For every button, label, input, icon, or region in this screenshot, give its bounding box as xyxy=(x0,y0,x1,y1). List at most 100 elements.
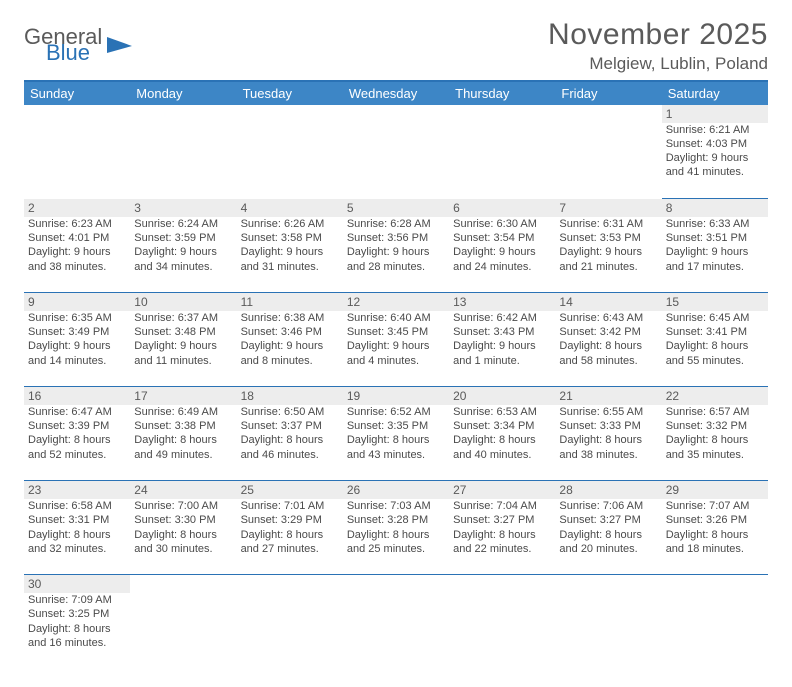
sunset-text: Sunset: 3:45 PM xyxy=(347,325,445,339)
sunrise-text: Sunrise: 6:33 AM xyxy=(666,217,764,231)
daylight-text-1: Daylight: 9 hours xyxy=(134,245,232,259)
day-number: 18 xyxy=(237,387,343,405)
day-number: 3 xyxy=(130,199,236,217)
daylight-text-1: Daylight: 9 hours xyxy=(28,339,126,353)
week-row: Sunrise: 6:23 AMSunset: 4:01 PMDaylight:… xyxy=(24,217,768,293)
daylight-text-1: Daylight: 8 hours xyxy=(134,528,232,542)
sunrise-text: Sunrise: 7:09 AM xyxy=(28,593,126,607)
day-number: 14 xyxy=(555,293,661,311)
daylight-text-1: Daylight: 8 hours xyxy=(347,433,445,447)
daylight-text-2: and 43 minutes. xyxy=(347,448,445,462)
logo-text-blue: Blue xyxy=(46,42,102,64)
day-cell: Sunrise: 6:40 AMSunset: 3:45 PMDaylight:… xyxy=(343,311,449,387)
daylight-text-1: Daylight: 9 hours xyxy=(453,339,551,353)
header: General Blue November 2025 Melgiew, Lubl… xyxy=(24,18,768,74)
sunrise-text: Sunrise: 6:35 AM xyxy=(28,311,126,325)
sunrise-text: Sunrise: 6:38 AM xyxy=(241,311,339,325)
empty-daynum xyxy=(555,575,661,593)
week-row: Sunrise: 6:21 AMSunset: 4:03 PMDaylight:… xyxy=(24,123,768,199)
day-cell: Sunrise: 6:43 AMSunset: 3:42 PMDaylight:… xyxy=(555,311,661,387)
daylight-text-2: and 17 minutes. xyxy=(666,260,764,274)
sunrise-text: Sunrise: 6:42 AM xyxy=(453,311,551,325)
sunset-text: Sunset: 3:49 PM xyxy=(28,325,126,339)
sunset-text: Sunset: 3:54 PM xyxy=(453,231,551,245)
day-number: 7 xyxy=(555,199,661,217)
daylight-text-2: and 11 minutes. xyxy=(134,354,232,368)
sunrise-text: Sunrise: 6:43 AM xyxy=(559,311,657,325)
col-sunday: Sunday xyxy=(24,81,130,105)
daylight-text-2: and 25 minutes. xyxy=(347,542,445,556)
daylight-text-2: and 32 minutes. xyxy=(28,542,126,556)
sunset-text: Sunset: 3:33 PM xyxy=(559,419,657,433)
daylight-text-1: Daylight: 8 hours xyxy=(559,528,657,542)
day-cell: Sunrise: 6:38 AMSunset: 3:46 PMDaylight:… xyxy=(237,311,343,387)
sunset-text: Sunset: 3:37 PM xyxy=(241,419,339,433)
logo: General Blue xyxy=(24,26,134,64)
empty-cell xyxy=(662,593,768,669)
sunset-text: Sunset: 3:34 PM xyxy=(453,419,551,433)
day-number: 26 xyxy=(343,481,449,499)
daylight-text-2: and 52 minutes. xyxy=(28,448,126,462)
day-number: 19 xyxy=(343,387,449,405)
day-cell: Sunrise: 7:03 AMSunset: 3:28 PMDaylight:… xyxy=(343,499,449,575)
sunrise-text: Sunrise: 7:01 AM xyxy=(241,499,339,513)
empty-cell xyxy=(449,123,555,199)
sunset-text: Sunset: 3:43 PM xyxy=(453,325,551,339)
location-label: Melgiew, Lublin, Poland xyxy=(548,54,768,74)
daylight-text-2: and 24 minutes. xyxy=(453,260,551,274)
daylight-text-1: Daylight: 9 hours xyxy=(241,339,339,353)
daylight-text-2: and 16 minutes. xyxy=(28,636,126,650)
day-cell: Sunrise: 6:24 AMSunset: 3:59 PMDaylight:… xyxy=(130,217,236,293)
sunset-text: Sunset: 3:48 PM xyxy=(134,325,232,339)
sunset-text: Sunset: 3:59 PM xyxy=(134,231,232,245)
day-number: 25 xyxy=(237,481,343,499)
daylight-text-1: Daylight: 8 hours xyxy=(453,433,551,447)
sunset-text: Sunset: 3:53 PM xyxy=(559,231,657,245)
sunrise-text: Sunrise: 7:00 AM xyxy=(134,499,232,513)
day-cell: Sunrise: 6:28 AMSunset: 3:56 PMDaylight:… xyxy=(343,217,449,293)
daylight-text-1: Daylight: 8 hours xyxy=(241,528,339,542)
day-number: 10 xyxy=(130,293,236,311)
sunrise-text: Sunrise: 7:07 AM xyxy=(666,499,764,513)
day-number: 24 xyxy=(130,481,236,499)
empty-daynum xyxy=(130,105,236,123)
day-cell: Sunrise: 6:49 AMSunset: 3:38 PMDaylight:… xyxy=(130,405,236,481)
day-cell: Sunrise: 7:06 AMSunset: 3:27 PMDaylight:… xyxy=(555,499,661,575)
empty-daynum xyxy=(237,105,343,123)
day-cell: Sunrise: 6:47 AMSunset: 3:39 PMDaylight:… xyxy=(24,405,130,481)
daylight-text-2: and 55 minutes. xyxy=(666,354,764,368)
week-number-row: 30 xyxy=(24,575,768,593)
empty-cell xyxy=(24,123,130,199)
sunrise-text: Sunrise: 6:58 AM xyxy=(28,499,126,513)
daylight-text-1: Daylight: 8 hours xyxy=(453,528,551,542)
daylight-text-2: and 4 minutes. xyxy=(347,354,445,368)
sunset-text: Sunset: 4:03 PM xyxy=(666,137,764,151)
daylight-text-2: and 21 minutes. xyxy=(559,260,657,274)
daylight-text-2: and 58 minutes. xyxy=(559,354,657,368)
sunset-text: Sunset: 3:39 PM xyxy=(28,419,126,433)
day-cell: Sunrise: 6:50 AMSunset: 3:37 PMDaylight:… xyxy=(237,405,343,481)
daylight-text-1: Daylight: 9 hours xyxy=(28,245,126,259)
empty-cell xyxy=(555,123,661,199)
empty-cell xyxy=(130,123,236,199)
day-number: 22 xyxy=(662,387,768,405)
day-cell: Sunrise: 7:07 AMSunset: 3:26 PMDaylight:… xyxy=(662,499,768,575)
week-number-row: 16171819202122 xyxy=(24,387,768,405)
day-number: 21 xyxy=(555,387,661,405)
daylight-text-2: and 49 minutes. xyxy=(134,448,232,462)
day-number: 11 xyxy=(237,293,343,311)
daylight-text-2: and 14 minutes. xyxy=(28,354,126,368)
daylight-text-2: and 28 minutes. xyxy=(347,260,445,274)
calendar-page: General Blue November 2025 Melgiew, Lubl… xyxy=(0,0,792,687)
daylight-text-2: and 8 minutes. xyxy=(241,354,339,368)
daylight-text-1: Daylight: 9 hours xyxy=(666,151,764,165)
day-number: 9 xyxy=(24,293,130,311)
daylight-text-2: and 41 minutes. xyxy=(666,165,764,179)
sunset-text: Sunset: 3:58 PM xyxy=(241,231,339,245)
week-number-row: 9101112131415 xyxy=(24,293,768,311)
daylight-text-2: and 1 minute. xyxy=(453,354,551,368)
week-row: Sunrise: 6:35 AMSunset: 3:49 PMDaylight:… xyxy=(24,311,768,387)
daylight-text-1: Daylight: 8 hours xyxy=(666,528,764,542)
day-number: 30 xyxy=(24,575,130,593)
sunset-text: Sunset: 3:46 PM xyxy=(241,325,339,339)
